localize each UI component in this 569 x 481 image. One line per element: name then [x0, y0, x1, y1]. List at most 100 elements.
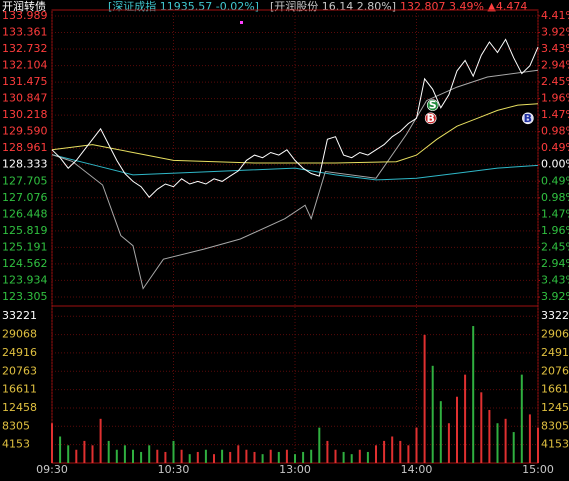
volume-bar [172, 440, 175, 463]
volume-bar [229, 451, 232, 463]
y2-tick-label: 2.94% [541, 59, 569, 72]
volume-bar [59, 436, 62, 463]
annotation-marker [424, 112, 437, 125]
volume-bar [277, 451, 280, 463]
volume-bar [423, 334, 426, 463]
y-tick-label: 127.705 [2, 174, 48, 187]
y-tick-label: 133.989 [2, 9, 48, 22]
volume-bar [415, 427, 418, 463]
volume-bar [528, 414, 531, 463]
y-tick-label: 125.191 [2, 240, 48, 253]
volume-bar [148, 445, 151, 463]
volume-bar [269, 449, 272, 463]
x-tick-label: 13:00 [279, 463, 311, 476]
y2-tick-label: 3.92% [541, 25, 569, 38]
volume-bar [188, 454, 191, 463]
volume-bar [318, 427, 321, 463]
header-stock: [开润股份 16.14 2.80%] [270, 0, 396, 13]
y-tick-label: 125.819 [2, 224, 48, 237]
annotation-label: S [429, 99, 437, 112]
volume-bar [456, 396, 458, 463]
y2-tick-label: 1.96% [541, 92, 569, 105]
y2-tick-label: 0.00% [541, 158, 569, 171]
volume-bar [302, 451, 305, 463]
x-tick-label: 09:30 [36, 463, 68, 476]
y-tick-label: 130.847 [2, 92, 48, 105]
volume-bar [342, 451, 345, 463]
volume-bar [439, 401, 442, 463]
volume-bar [51, 423, 53, 463]
y-tick-label: 128.961 [2, 141, 48, 154]
volume-tick-label-right: 4153 [541, 438, 569, 451]
volume-bar [326, 440, 329, 463]
volume-bar [99, 418, 102, 463]
volume-bar [245, 449, 248, 463]
volume-bar [75, 449, 78, 463]
y2-tick-label: 1.47% [541, 207, 569, 220]
annotation-marker [522, 112, 534, 125]
y-tick-label: 124.562 [2, 257, 48, 270]
y-tick-label: 132.104 [2, 59, 48, 72]
volume-bar [310, 449, 313, 463]
y2-tick-label: 0.98% [541, 191, 569, 204]
series-line [51, 69, 539, 290]
volume-bar [196, 451, 199, 463]
y2-tick-label: 0.98% [541, 125, 569, 138]
y-tick-label: 127.076 [2, 191, 48, 204]
y-tick-label: 126.448 [2, 207, 48, 220]
y-tick-label: 123.934 [2, 273, 48, 286]
marker-dot [240, 21, 243, 24]
volume-bar [447, 423, 450, 463]
series-line [51, 154, 539, 181]
volume-tick-label: 8305 [2, 419, 30, 432]
header-title: 开润转债 [2, 0, 46, 13]
volume-tick-label: 12458 [2, 401, 37, 414]
annotation-label: B [524, 112, 532, 125]
volume-bar [520, 374, 523, 463]
volume-tick-label: 16611 [2, 383, 37, 396]
volume-tick-label-right: 16611 [541, 383, 569, 396]
volume-bar [180, 449, 183, 463]
x-tick-label: 15:00 [522, 463, 554, 476]
volume-bar [204, 449, 207, 463]
volume-bar [375, 445, 377, 463]
volume-bar [164, 451, 167, 463]
volume-tick-label: 4153 [2, 438, 30, 451]
volume-bar [350, 454, 353, 463]
volume-bar [488, 409, 491, 463]
volume-bar [123, 445, 126, 463]
volume-bar [496, 423, 499, 463]
volume-tick-label-right: 29068 [541, 328, 569, 341]
y-tick-label: 130.218 [2, 108, 48, 121]
y2-tick-label: 2.45% [541, 240, 569, 253]
volume-bar [156, 449, 159, 463]
volume-bar [237, 445, 240, 463]
y-tick-label: 123.305 [2, 290, 48, 303]
y2-tick-label: 1.47% [541, 108, 569, 121]
volume-bar [91, 445, 94, 463]
volume-bar [407, 445, 410, 463]
y-tick-label: 131.475 [2, 75, 48, 88]
volume-tick-label: 33221 [2, 309, 37, 322]
volume-bar [431, 365, 434, 463]
volume-bar [67, 445, 70, 463]
y-tick-label: 128.333 [2, 158, 48, 171]
volume-bar [504, 418, 507, 463]
y2-tick-label: 2.45% [541, 75, 569, 88]
volume-bar [512, 432, 515, 463]
y2-tick-label: 4.41% [541, 9, 569, 22]
volume-bar [399, 440, 402, 463]
volume-bar [464, 374, 467, 463]
volume-tick-label-right: 20763 [541, 364, 569, 377]
volume-bar [213, 454, 215, 463]
y2-tick-label: 1.96% [541, 224, 569, 237]
series-line [51, 103, 539, 164]
volume-bar [83, 440, 86, 463]
volume-bar [132, 449, 134, 463]
volume-bar [140, 451, 143, 463]
annotation-label: B [426, 112, 434, 125]
y2-tick-label: 3.92% [541, 290, 569, 303]
y2-tick-label: 2.94% [541, 257, 569, 270]
